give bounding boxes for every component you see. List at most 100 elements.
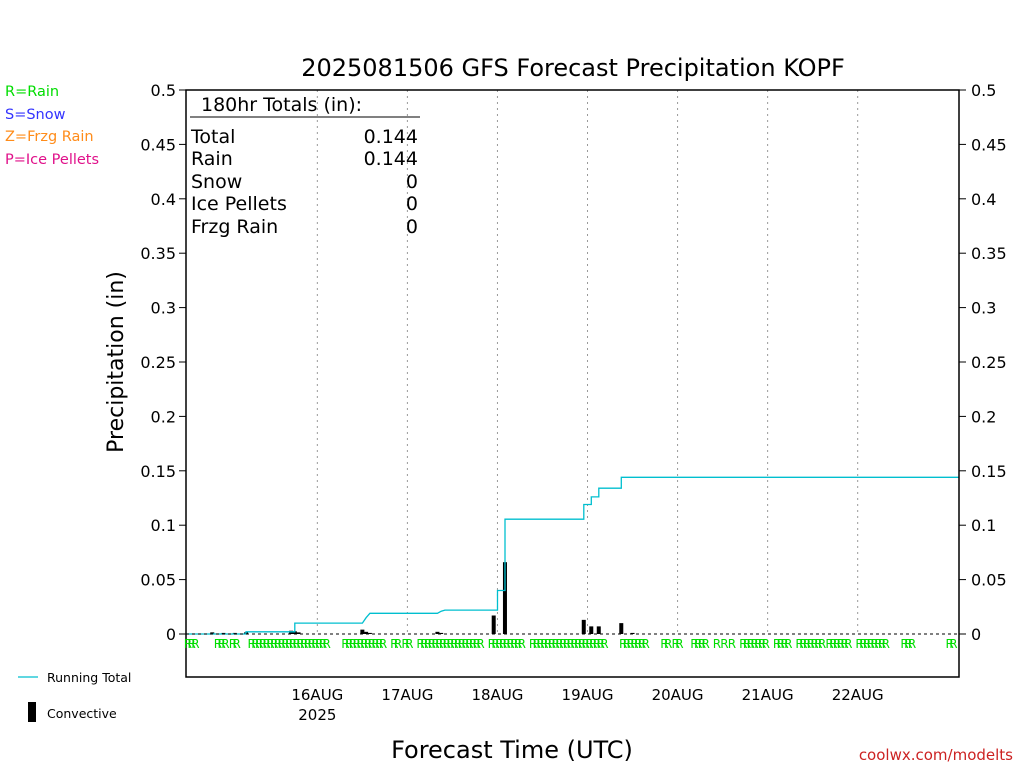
y-tick-label-left: 0.3: [151, 299, 176, 318]
ptype-letter: R: [469, 637, 477, 651]
ptype-letter: R: [630, 637, 638, 651]
ptype-letter: R: [574, 637, 582, 651]
totals-label-snow: Snow: [191, 171, 242, 193]
ptype-letter: R: [311, 637, 319, 651]
convective-bar: [210, 632, 215, 634]
ptype-letter: R: [825, 637, 833, 651]
ptype-letter: R: [473, 637, 481, 651]
ptype-letter: R: [626, 637, 634, 651]
ptype-letter: R: [368, 637, 376, 651]
ptype-letter: R: [747, 637, 755, 651]
ptype-letter: R: [870, 637, 878, 651]
totals-value-rain: 0.144: [364, 148, 418, 170]
totals-value-frzg-rain: 0: [406, 216, 418, 238]
convective-bar: [619, 623, 624, 634]
x-tick-label: 22AUG: [832, 686, 884, 704]
y-tick-label-right: 0.45: [971, 135, 1007, 154]
totals-value-snow: 0: [406, 171, 418, 193]
x-tick-label: 16AUG: [291, 686, 343, 704]
ptype-letter: R: [570, 637, 578, 651]
ptype-letter: R: [540, 637, 548, 651]
ptype-letter: R: [762, 637, 770, 651]
ptype-letter: R: [431, 637, 439, 651]
chart-title: 2025081506 GFS Forecast Precipitation KO…: [301, 54, 845, 82]
y-axis: 0 00.05 0.050.1 0.10.15 0.150.2 0.20.25 0.250.…: [140, 81, 1006, 644]
plot-frame: [185, 89, 960, 678]
ptype-letter: R: [247, 637, 255, 651]
ptype-letter: R: [882, 637, 890, 651]
ptype-letter: R: [349, 637, 357, 651]
ptype-letter: R: [514, 637, 522, 651]
convective-legend-label: Convective: [47, 706, 117, 721]
ptype-letter: R: [672, 637, 680, 651]
x-grid: [316, 90, 859, 634]
ptype-letter: R: [593, 637, 601, 651]
ptype-letter: R: [420, 637, 428, 651]
ptype-letter: R: [690, 637, 698, 651]
convective-bar: [581, 619, 586, 634]
ptype-letter: R: [743, 637, 751, 651]
x-tick-label: 21AUG: [742, 686, 794, 704]
x-tick-sublabel: 2025: [298, 706, 336, 724]
ptype-letter: R: [394, 637, 402, 651]
ptype-letter: R: [837, 637, 845, 651]
ptype-letter: R: [255, 637, 263, 651]
ptype-letter: R: [518, 637, 526, 651]
ptype-letter: R: [634, 637, 642, 651]
ptype-letter: R: [780, 637, 788, 651]
ptype-letter: R: [184, 637, 192, 651]
credit-text: coolwx.com/modelts: [859, 746, 1013, 764]
y-tick-label-right: 0.1: [971, 516, 996, 535]
convective-bar: [491, 615, 496, 634]
y-tick-label-right: 0.05: [971, 571, 1007, 590]
ptype-letter: R: [401, 637, 409, 651]
ptype-letter: R: [304, 637, 312, 651]
ptype-letter: R: [908, 637, 916, 651]
ptype-letter: R: [566, 637, 574, 651]
ptype-letter: R: [266, 637, 274, 651]
ptype-letter: R: [465, 637, 473, 651]
ptype-letter: R: [638, 637, 646, 651]
y-tick-label-left: 0.2: [151, 407, 176, 426]
ptype-letter: R: [506, 637, 514, 651]
legend-frzg-rain: Z=Frzg Rain: [5, 129, 94, 145]
ptype-letter: R: [229, 637, 237, 651]
ptype-letter: R: [544, 637, 552, 651]
totals-label-frzg-rain: Frzg Rain: [191, 216, 278, 238]
ptype-letter: R: [439, 637, 447, 651]
ptype-letter: R: [371, 637, 379, 651]
convective-bar: [364, 631, 369, 634]
ptype-letter: R: [818, 637, 826, 651]
ptype-letter: R: [443, 637, 451, 651]
ptype-letter: R: [356, 637, 364, 651]
ptype-letter: R: [323, 637, 331, 651]
y-tick-label-right: 0.2: [971, 407, 996, 426]
ptype-letter: R: [548, 637, 556, 651]
ptype-letter: R: [217, 637, 225, 651]
convective-bar: [435, 631, 440, 634]
ptype-letter: R: [694, 637, 702, 651]
ptype-letter: R: [803, 637, 811, 651]
ptype-letter: R: [664, 637, 672, 651]
y-tick-label-left: 0.5: [151, 81, 176, 100]
convective-bar: [630, 632, 635, 634]
ptype-letter: R: [698, 637, 706, 651]
x-tick-label: 17AUG: [381, 686, 433, 704]
ptype-letter: R: [754, 637, 762, 651]
ptype-letter: R: [807, 637, 815, 651]
ptype-letter: R: [221, 637, 229, 651]
y-tick-label-left: 0.1: [151, 516, 176, 535]
convective-bar: [439, 632, 444, 634]
running-total-line: [186, 476, 959, 635]
ptype-letter: R: [945, 637, 953, 651]
ptype-letter: R: [315, 637, 323, 651]
ptype-letter: R: [345, 637, 353, 651]
convective-bar: [296, 632, 301, 634]
x-tick-label: 20AUG: [652, 686, 704, 704]
ptype-letter: R: [495, 637, 503, 651]
ptype-letter: R: [784, 637, 792, 651]
ptype-letter: R: [758, 637, 766, 651]
ptype-letter: R: [777, 637, 785, 651]
x-tick-label: 19AUG: [562, 686, 614, 704]
y-tick-label-left: 0: [166, 625, 176, 644]
